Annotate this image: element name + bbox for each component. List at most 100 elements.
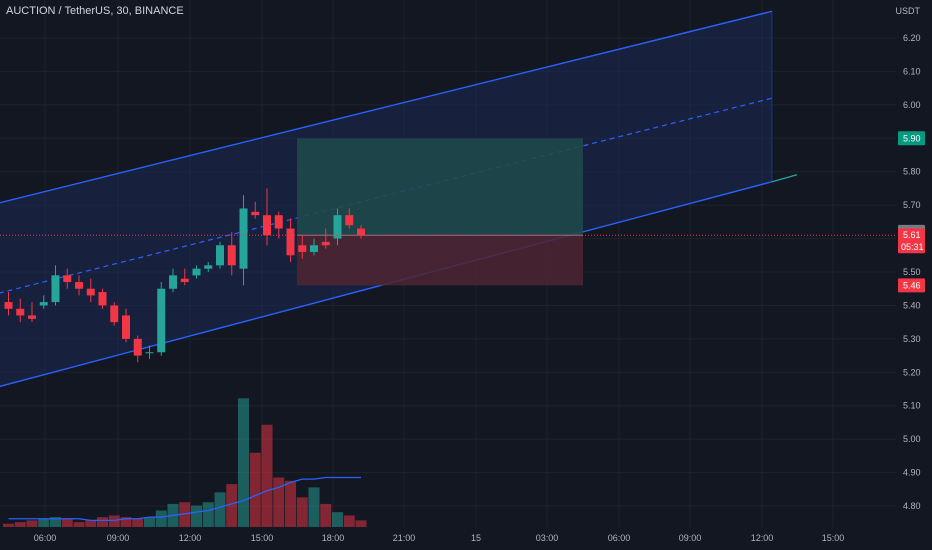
price-tick-label: 5.40 — [903, 300, 921, 310]
volume-bar — [214, 492, 226, 527]
volume-bar — [285, 480, 296, 527]
candle-body — [333, 215, 342, 239]
price-axis[interactable]: USDT 6.20 6.10 6.00 5.80 5.70 5.50 5.40 5.30 5.20… — [896, 0, 932, 550]
candle-body — [63, 275, 72, 283]
channel-upper-line — [0, 10, 773, 204]
volume-bar — [108, 515, 120, 527]
candle-body — [227, 245, 236, 266]
price-tick-label: 4.80 — [903, 501, 921, 511]
candle-body — [216, 245, 224, 266]
volume-bars — [3, 398, 367, 527]
candle-body — [39, 302, 48, 306]
price-tick-label: 5.10 — [903, 401, 921, 411]
price-tick-label: 5.50 — [903, 267, 921, 277]
volume-bar — [249, 452, 261, 527]
candle-body — [110, 305, 119, 323]
candle-body — [16, 308, 25, 316]
candle-body — [133, 338, 142, 356]
price-axis-currency: USDT — [896, 6, 921, 16]
candle-body — [310, 245, 318, 252]
time-tick-label: 15 — [471, 533, 481, 543]
stop-price-tag: 5.46 — [903, 280, 921, 290]
time-tick-label: 09:00 — [679, 533, 702, 543]
candle-body — [28, 315, 36, 319]
volume-bar — [179, 502, 191, 527]
candle-body — [192, 268, 201, 276]
price-tick-label: 6.20 — [903, 33, 921, 43]
stop-price-tag-bg — [898, 278, 925, 293]
countdown-label: 05:31 — [901, 242, 924, 252]
current-price-tag: 5.61 — [903, 230, 921, 240]
time-tick-label: 15:00 — [822, 533, 845, 543]
time-tick-label: 21:00 — [393, 533, 416, 543]
stop-zone — [297, 235, 583, 286]
candle-body — [239, 208, 248, 269]
channel-lower-line — [0, 181, 773, 388]
volume-bar — [132, 518, 144, 527]
candle-body — [251, 211, 260, 216]
volume-bar — [61, 518, 73, 527]
volume-bar — [38, 518, 50, 527]
candle-body — [298, 245, 307, 252]
price-axis-bg — [896, 0, 932, 550]
volume-bar — [343, 515, 355, 527]
candle-body — [357, 228, 365, 236]
time-tick-label: 09:00 — [107, 533, 130, 543]
price-tick-label: 5.70 — [903, 200, 921, 210]
long-position-tool[interactable] — [297, 138, 583, 286]
volume-bar — [226, 484, 238, 527]
volume-bar — [85, 520, 97, 527]
candle-body — [263, 215, 271, 236]
candle-body — [345, 215, 354, 226]
volume-bar — [296, 497, 308, 527]
time-tick-label: 18:00 — [322, 533, 345, 543]
channel-extension-line — [771, 174, 798, 183]
volume-ma-line — [8, 476, 361, 522]
candlesticks — [4, 188, 365, 363]
volume-bar — [308, 487, 320, 527]
volume-bar — [261, 424, 273, 527]
volume-bar — [273, 477, 285, 527]
price-tick-label: 6.00 — [903, 100, 921, 110]
candle-body — [286, 228, 295, 256]
time-tick-label: 06:00 — [34, 533, 57, 543]
candle-body — [75, 282, 83, 289]
price-tick-label: 5.80 — [903, 167, 921, 177]
volume-bar — [355, 520, 367, 527]
candle-body — [204, 265, 213, 269]
volume-bar — [191, 505, 202, 527]
volume-bar — [97, 517, 108, 527]
volume-bar — [50, 517, 61, 527]
price-tick-label: 5.20 — [903, 367, 921, 377]
candle-body — [169, 275, 177, 289]
time-tick-label: 12:00 — [179, 533, 202, 543]
target-price-tag: 5.90 — [903, 133, 921, 143]
candle-body — [157, 288, 166, 353]
volume-bar — [332, 512, 343, 527]
volume-bar — [202, 502, 214, 527]
volume-bar — [3, 523, 14, 527]
price-tick-label: 5.00 — [903, 434, 921, 444]
volume-bar — [238, 398, 249, 527]
time-axis[interactable]: 06:00 09:00 12:00 15:00 18:00 21:00 15 03:00 06:… — [34, 533, 845, 543]
time-tick-label: 12:00 — [751, 533, 774, 543]
target-price-tag-bg — [898, 131, 925, 146]
candle-body — [122, 315, 130, 339]
volume-bar — [320, 503, 332, 527]
time-tick-label: 03:00 — [536, 533, 559, 543]
volume-bar — [14, 522, 26, 527]
current-price-tag-bg — [898, 228, 925, 254]
volume-bar — [120, 517, 132, 527]
symbol-title[interactable]: AUCTION / TetherUS, 30, BINANCE — [6, 5, 184, 17]
candle-body — [274, 215, 283, 229]
candle-body — [51, 275, 60, 303]
price-tick-label: 4.90 — [903, 468, 921, 478]
candle-body — [180, 278, 189, 283]
candle-body — [321, 241, 330, 246]
volume-bar — [73, 522, 85, 527]
candle-body — [145, 352, 154, 354]
candle-body — [4, 302, 13, 309]
volume-bar — [144, 517, 155, 527]
volume-bar — [26, 520, 38, 527]
